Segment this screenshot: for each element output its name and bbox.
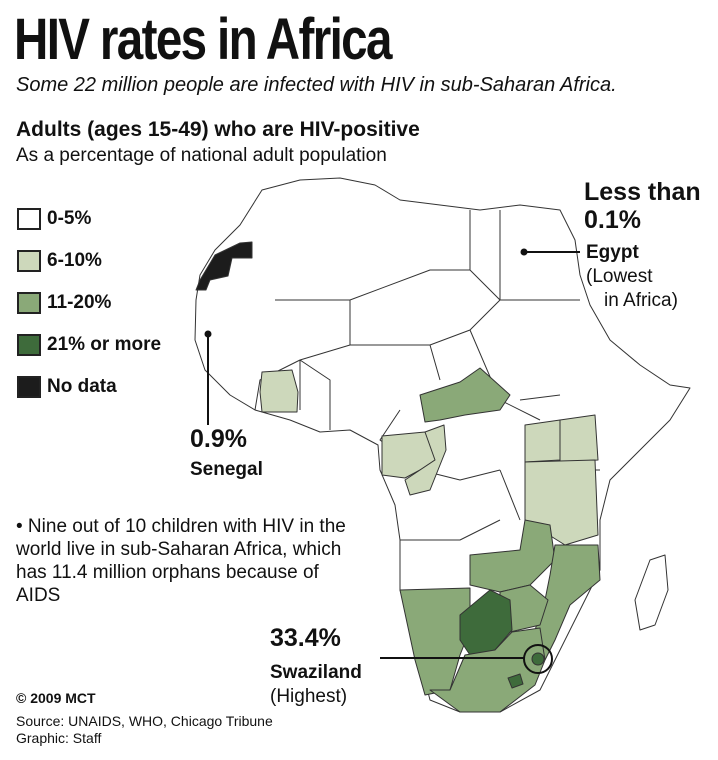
region-western-sahara (195, 241, 253, 291)
legend-swatch (17, 376, 41, 398)
metric-subtitle: As a percentage of national adult popula… (16, 145, 387, 166)
graphic-credit: Graphic: Staff (16, 730, 102, 746)
region-botswana (459, 589, 513, 656)
senegal-callout-country: Senegal (190, 459, 263, 480)
region-uganda (524, 419, 561, 463)
legend-item: 6-10% (17, 240, 161, 282)
info-note: • Nine out of 10 children with HIV in th… (16, 516, 346, 606)
swaziland-callout-country: Swaziland (270, 662, 362, 683)
egypt-callout-line1: Less than (584, 178, 701, 206)
legend-swatch (17, 292, 41, 314)
legend-label: No data (47, 376, 117, 397)
legend-swatch (17, 208, 41, 230)
egypt-callout-country: Egypt (586, 242, 639, 263)
region-madagascar (634, 554, 669, 631)
region-swaziland (531, 652, 545, 666)
region-south-africa (429, 627, 546, 713)
page-subtitle: Some 22 million people are infected with… (16, 74, 617, 96)
region-kenya (559, 414, 599, 463)
egypt-callout-value: 0.1% (584, 206, 641, 234)
region-namibia (399, 587, 471, 696)
egypt-marker (520, 248, 528, 256)
swaziland-callout-note: (Highest) (270, 686, 348, 707)
legend: 0-5% 6-10% 11-20% 21% or more No data (17, 198, 161, 408)
metric-title: Adults (ages 15-49) who are HIV-positive (16, 118, 420, 141)
legend-label: 0-5% (47, 208, 92, 229)
region-cote-divoire (259, 369, 299, 413)
legend-item: No data (17, 366, 161, 408)
legend-label: 21% or more (47, 334, 162, 355)
legend-item: 0-5% (17, 198, 161, 240)
senegal-callout-value: 0.9% (190, 425, 247, 453)
senegal-marker (204, 330, 212, 338)
swaziland-callout-value: 33.4% (270, 624, 341, 652)
legend-item: 11-20% (17, 282, 161, 324)
credit: © 2009 MCT (16, 690, 96, 706)
legend-label: 6-10% (47, 250, 102, 271)
egypt-callout-note-line1: (Lowest (586, 266, 653, 287)
legend-item: 21% or more (17, 324, 161, 366)
legend-swatch (17, 334, 41, 356)
region-congo (404, 424, 447, 496)
legend-label: 11-20% (47, 292, 112, 313)
region-central-african-republic (419, 367, 511, 423)
swaziland-highlight-ring (523, 644, 553, 674)
source-text: Source: UNAIDS, WHO, Chicago Tribune (16, 713, 273, 729)
egypt-callout-note-line2: in Africa) (604, 290, 678, 311)
region-lesotho (507, 673, 524, 689)
page-title: HIV rates in Africa (14, 7, 392, 72)
legend-swatch (17, 250, 41, 272)
